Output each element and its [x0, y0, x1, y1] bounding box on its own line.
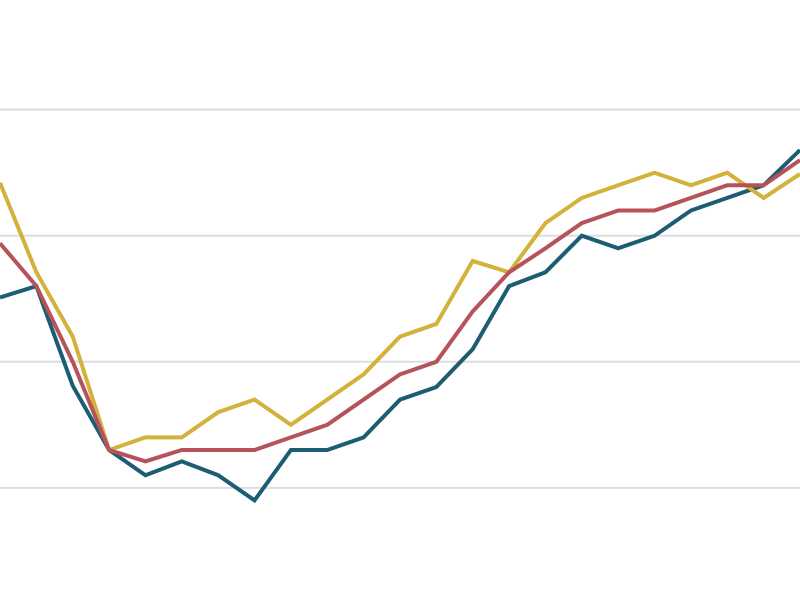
series-line [0, 170, 800, 453]
series-line [0, 158, 800, 464]
series-line [0, 148, 800, 504]
